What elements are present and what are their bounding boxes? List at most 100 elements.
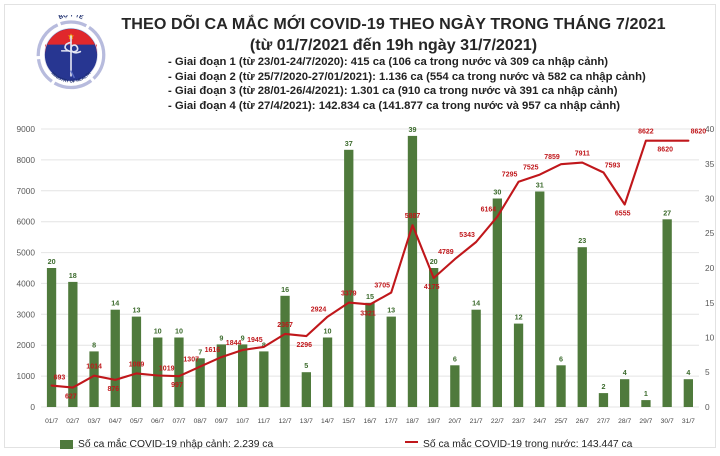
svg-text:10: 10 [705,333,715,343]
svg-text:29/7: 29/7 [639,418,652,425]
svg-text:23: 23 [578,236,586,245]
svg-text:1616: 1616 [205,347,221,354]
svg-text:5343: 5343 [459,232,475,239]
svg-text:1945: 1945 [247,337,263,344]
svg-text:9: 9 [219,333,223,342]
svg-text:20: 20 [48,257,56,266]
svg-text:9000: 9000 [17,124,36,134]
svg-text:7525: 7525 [523,165,539,172]
svg-text:6555: 6555 [615,211,631,218]
svg-text:6: 6 [453,354,457,363]
svg-text:12: 12 [515,313,523,322]
svg-text:6000: 6000 [17,217,36,227]
svg-text:1014: 1014 [86,364,102,371]
svg-text:14: 14 [472,299,480,308]
svg-text:8620: 8620 [691,129,707,136]
svg-text:2000: 2000 [17,340,36,350]
svg-text:4: 4 [686,368,690,377]
svg-text:5887: 5887 [405,213,421,220]
svg-text:1: 1 [644,389,648,398]
svg-text:15/7: 15/7 [342,418,355,425]
svg-text:8622: 8622 [638,129,654,136]
svg-text:20/7: 20/7 [448,418,461,425]
svg-text:11/7: 11/7 [258,418,271,425]
svg-text:13: 13 [133,306,141,315]
svg-text:25: 25 [705,228,715,238]
svg-text:12/7: 12/7 [279,418,292,425]
svg-text:06/7: 06/7 [151,418,164,425]
svg-text:08/7: 08/7 [194,418,207,425]
svg-text:BỘ Y TẾ: BỘ Y TẾ [58,15,84,21]
svg-text:2924: 2924 [311,307,327,314]
svg-text:40: 40 [705,124,715,134]
svg-text:5: 5 [705,367,710,377]
svg-text:10: 10 [154,327,162,336]
svg-text:10: 10 [175,327,183,336]
svg-text:23/7: 23/7 [512,418,525,425]
svg-text:0: 0 [30,402,35,412]
svg-text:7000: 7000 [17,186,36,196]
svg-text:25/7: 25/7 [554,418,567,425]
svg-text:2367: 2367 [277,322,293,329]
svg-text:1000: 1000 [17,371,36,381]
svg-text:4000: 4000 [17,278,36,288]
svg-text:24/7: 24/7 [533,418,546,425]
svg-text:693: 693 [54,375,66,382]
svg-text:3321: 3321 [360,310,376,317]
svg-text:2296: 2296 [297,342,313,349]
svg-text:17/7: 17/7 [385,418,398,425]
svg-text:20: 20 [705,263,715,273]
svg-text:30: 30 [705,194,715,204]
svg-text:4789: 4789 [438,249,454,256]
svg-text:20: 20 [430,257,438,266]
svg-text:30/7: 30/7 [661,418,674,425]
svg-text:2: 2 [602,382,606,391]
svg-text:5000: 5000 [17,248,36,258]
svg-text:1844: 1844 [226,340,242,347]
svg-text:7911: 7911 [575,151,590,158]
svg-text:09/7: 09/7 [215,418,228,425]
svg-text:997: 997 [171,382,183,389]
svg-text:13: 13 [387,306,395,315]
svg-text:37: 37 [345,139,353,148]
svg-text:627: 627 [65,394,77,401]
svg-text:26/7: 26/7 [576,418,589,425]
svg-text:01/7: 01/7 [45,418,58,425]
svg-text:1307: 1307 [183,357,199,364]
svg-text:07/7: 07/7 [172,418,185,425]
svg-text:04/7: 04/7 [109,418,122,425]
svg-text:18: 18 [69,271,77,280]
svg-text:15: 15 [705,298,715,308]
svg-text:6164: 6164 [481,207,497,214]
svg-text:31: 31 [536,181,544,190]
svg-text:31/7: 31/7 [682,418,695,425]
svg-text:1019: 1019 [159,366,175,373]
svg-text:13/7: 13/7 [300,418,313,425]
svg-text:35: 35 [705,159,715,169]
svg-text:14: 14 [111,299,119,308]
svg-text:0: 0 [705,402,710,412]
svg-text:15: 15 [366,292,374,301]
svg-text:3000: 3000 [17,309,36,319]
svg-text:19/7: 19/7 [427,418,440,425]
svg-text:3705: 3705 [374,283,390,290]
svg-text:4175: 4175 [424,284,440,291]
svg-text:5: 5 [304,361,308,370]
svg-text:21/7: 21/7 [470,418,483,425]
svg-text:02/7: 02/7 [66,418,79,425]
svg-text:7295: 7295 [502,172,518,179]
svg-text:27/7: 27/7 [597,418,610,425]
svg-text:28/7: 28/7 [618,418,631,425]
svg-text:39: 39 [409,125,417,134]
svg-text:27: 27 [663,208,671,217]
svg-text:7: 7 [198,347,202,356]
svg-text:8000: 8000 [17,155,36,165]
svg-text:876: 876 [107,386,119,393]
svg-text:16: 16 [281,285,289,294]
svg-text:4: 4 [623,368,627,377]
svg-text:6: 6 [559,354,563,363]
svg-text:8: 8 [92,340,96,349]
svg-text:16/7: 16/7 [363,418,376,425]
svg-text:8620: 8620 [657,147,673,154]
svg-text:10: 10 [324,327,332,336]
